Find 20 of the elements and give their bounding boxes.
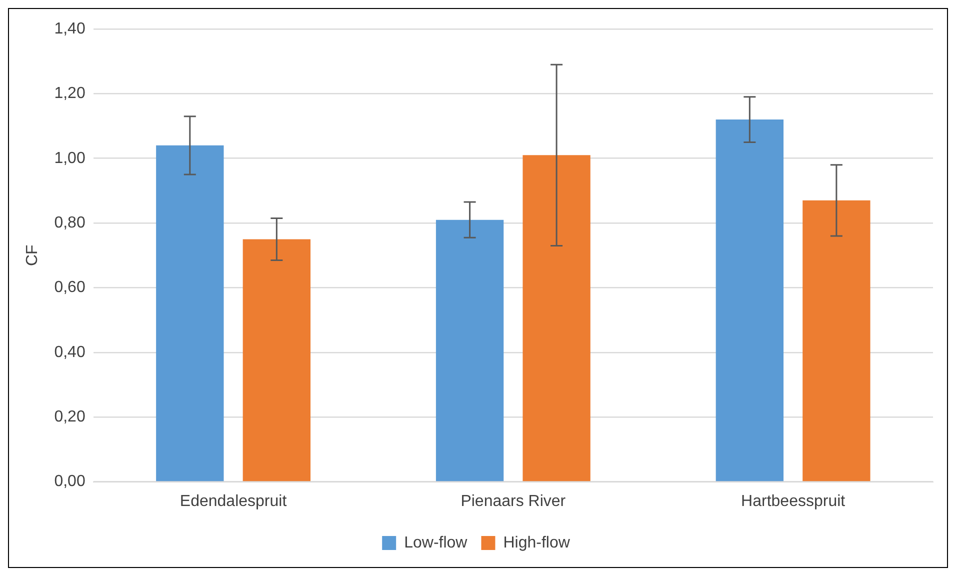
y-tick-label: 0,00 <box>54 473 86 490</box>
y-tick-label: 1,40 <box>54 20 86 38</box>
bar <box>522 155 590 482</box>
y-tick-label: 0,80 <box>54 214 86 232</box>
bar <box>436 220 504 482</box>
y-tick-label: 0,60 <box>54 279 86 296</box>
legend-label: Low-flow <box>404 534 468 552</box>
y-tick-label: 0,20 <box>54 408 86 426</box>
y-tick-label: 0,40 <box>54 344 86 361</box>
legend-label: High-flow <box>503 534 570 552</box>
bar <box>716 120 784 482</box>
x-tick-label: Pienaars River <box>460 492 566 510</box>
x-tick-label: Hartbeesspruit <box>741 492 846 510</box>
x-tick-label: Edendalespruit <box>180 492 288 510</box>
bar <box>156 145 224 482</box>
y-tick-label: 1,20 <box>54 85 86 102</box>
bar <box>242 239 311 482</box>
bar <box>802 200 870 482</box>
y-axis-title: CF <box>24 244 42 266</box>
y-tick-label: 1,00 <box>54 150 86 167</box>
